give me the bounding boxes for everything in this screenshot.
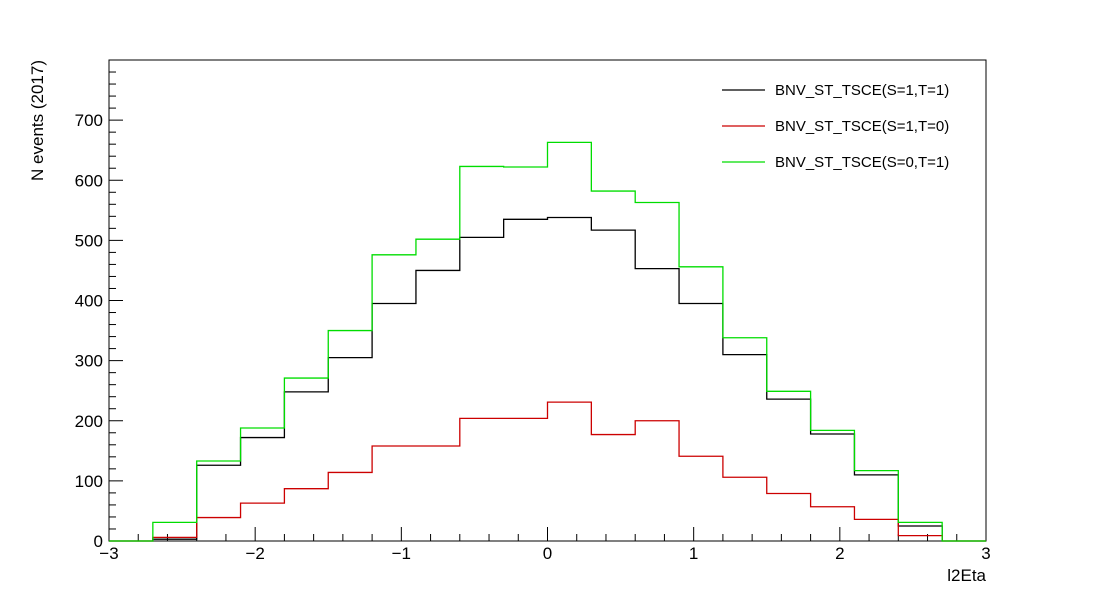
x-tick-label: −1 bbox=[392, 544, 411, 563]
x-tick-label: −3 bbox=[99, 544, 118, 563]
y-tick-label: 200 bbox=[75, 412, 103, 431]
x-tick-labels: −3 −2 −1 0 1 2 3 bbox=[99, 544, 990, 563]
y-axis-title: N events (2017) bbox=[28, 60, 47, 181]
x-tick-label: 2 bbox=[835, 544, 844, 563]
y-tick-label: 100 bbox=[75, 472, 103, 491]
y-tick-label: 700 bbox=[75, 111, 103, 130]
y-tick-label: 0 bbox=[94, 532, 103, 551]
series-line-2 bbox=[109, 401, 986, 542]
series-line-1 bbox=[109, 216, 986, 542]
series-lines bbox=[109, 141, 986, 542]
legend: BNV_ST_TSCE(S=1,T=1) BNV_ST_TSCE(S=1,T=0)… bbox=[722, 82, 949, 171]
y-tick-label: 300 bbox=[75, 352, 103, 371]
x-tick-label: 3 bbox=[981, 544, 990, 563]
y-tick-label: 600 bbox=[75, 171, 103, 190]
x-tick-label: 1 bbox=[689, 544, 698, 563]
y-tick-label: 500 bbox=[75, 231, 103, 250]
x-tick-label: −2 bbox=[245, 544, 264, 563]
x-axis-title: l2Eta bbox=[947, 566, 986, 585]
legend-label: BNV_ST_TSCE(S=1,T=1) bbox=[775, 82, 949, 99]
legend-label: BNV_ST_TSCE(S=0,T=1) bbox=[775, 154, 949, 171]
x-tick-label: 0 bbox=[543, 544, 552, 563]
y-tick-labels: 0 100 200 300 400 500 600 700 bbox=[75, 111, 103, 551]
series-line-3 bbox=[109, 141, 986, 542]
legend-label: BNV_ST_TSCE(S=1,T=0) bbox=[775, 118, 949, 135]
y-tick-label: 400 bbox=[75, 292, 103, 311]
